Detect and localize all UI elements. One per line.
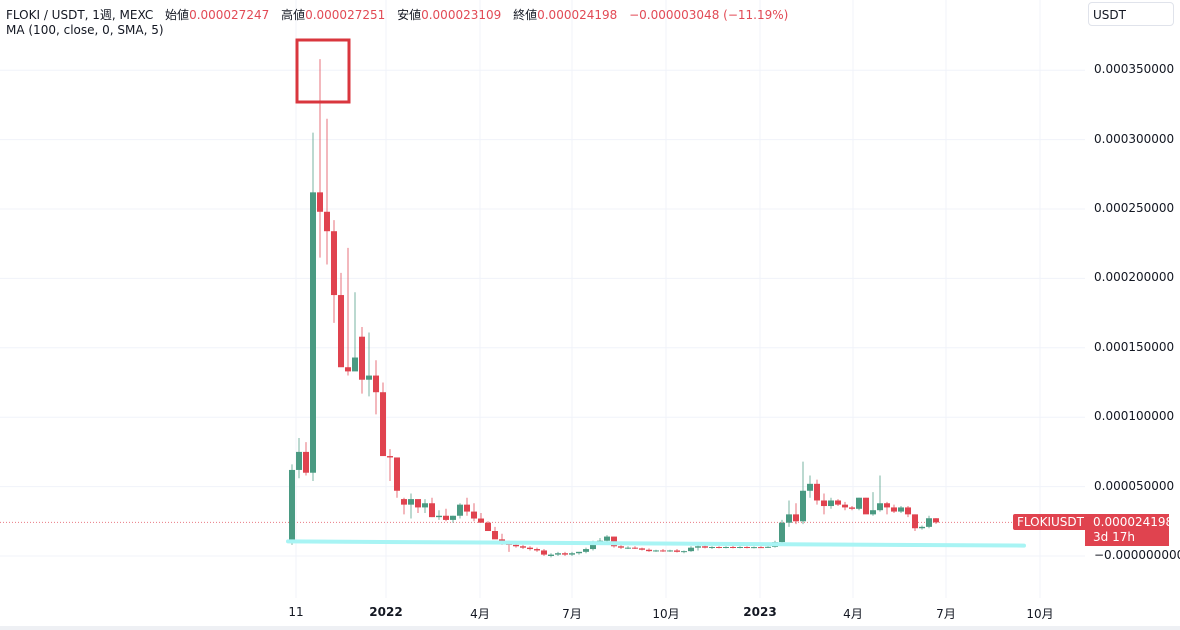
bottom-scrollbar[interactable] [0,626,1180,630]
price-tick-label: 0.000050000 [1094,478,1175,493]
current-price-tag: 0.000024198 3d 17h [1085,514,1174,546]
symbol-title: FLOKI / USDT, 1週, MEXC [6,8,154,22]
currency-button[interactable]: USDT [1088,2,1174,26]
overlays [286,38,1026,548]
time-tick-label: 11 [288,605,304,619]
symbol-price-tag: FLOKIUSDT [1013,514,1088,530]
price-tick-label: 0.000150000 [1094,339,1175,354]
ohlc-legend: FLOKI / USDT, 1週, MEXC 始値0.000027247 高値0… [6,6,788,24]
price-tick-label: 0.000200000 [1094,270,1175,285]
price-tick-label: 0.000100000 [1094,409,1175,424]
current-price: 0.000024198 [1093,515,1174,529]
time-tick-label: 10月 [1026,607,1054,621]
low-label: 安値 [397,8,422,22]
grid-lines [0,0,1085,598]
candles [289,59,939,558]
close-value: 0.000024198 [537,8,618,22]
high-label: 高値 [281,8,306,22]
time-tick-label: 4月 [470,607,490,621]
ma-indicator-label[interactable]: MA (100, close, 0, SMA, 5) [6,23,164,37]
time-tick-label: 4月 [843,607,863,621]
time-tick-label: 7月 [936,607,956,621]
low-value: 0.000023109 [421,8,502,22]
price-tick-label: 0.000300000 [1094,131,1175,146]
time-tick-label: 2023 [743,605,777,619]
price-tick-label: 0.000350000 [1094,62,1175,77]
close-label: 終値 [513,8,538,22]
high-value: 0.000027251 [305,8,386,22]
time-tick-label: 2022 [369,605,403,619]
price-tick-label: 0.000250000 [1094,201,1175,215]
time-tick-label: 7月 [562,607,582,621]
open-label: 始値 [165,8,190,22]
bar-countdown: 3d 17h [1093,530,1135,544]
time-tick-label: 10月 [652,607,680,621]
price-tick-label: −0.000000000 [1094,548,1180,562]
open-value: 0.000027247 [189,8,270,22]
change-value: −0.000003048 (−11.19%) [629,8,789,22]
